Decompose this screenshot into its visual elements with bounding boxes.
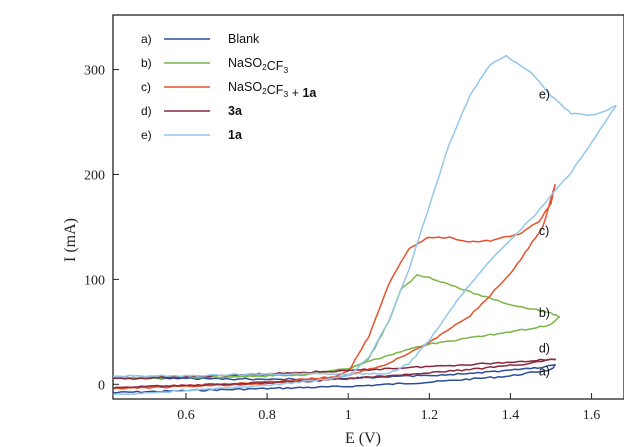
- y-tick-label: 0: [98, 378, 105, 393]
- y-axis: 0 100 200 300: [84, 64, 119, 393]
- curve-label: e): [539, 88, 550, 102]
- y-axis-title: I (mA): [62, 218, 79, 262]
- legend-key: e): [141, 128, 152, 142]
- curve-label: b): [539, 306, 550, 320]
- legend-key: d): [141, 104, 152, 118]
- curve-labels: e) c) b) d) a): [539, 88, 550, 379]
- curve-label: d): [539, 342, 550, 356]
- legend-label: NaSO2CF3 + 1a: [228, 80, 317, 100]
- x-tick-label: 1: [345, 408, 352, 423]
- series-b-curve: [112, 274, 560, 380]
- legend-key: b): [141, 56, 152, 70]
- plot-frame: [112, 14, 624, 400]
- x-tick-label: 1.4: [502, 408, 520, 423]
- y-tick-label: 200: [84, 168, 105, 183]
- legend-label: NaSO2CF3: [228, 56, 288, 75]
- series-a-curve: [112, 363, 556, 394]
- curve-label: c): [539, 224, 549, 238]
- series-e-curve: [112, 54, 617, 396]
- curves-layer: [112, 54, 617, 396]
- x-tick-label: 1.6: [583, 408, 601, 423]
- legend-label: 3a: [228, 104, 243, 118]
- x-axis-title: E (V): [345, 430, 381, 447]
- legend-key: a): [141, 32, 152, 46]
- legend-key: c): [141, 80, 151, 94]
- y-tick-label: 100: [84, 273, 105, 288]
- x-axis: 0.6 0.8 1 1.2 1.4 1.6: [177, 393, 600, 423]
- legend-label: Blank: [228, 32, 260, 46]
- series-c-curve: [112, 183, 556, 390]
- x-tick-label: 0.8: [258, 408, 276, 423]
- legend: a) Blank b) NaSO2CF3 c) NaSO2CF3 + 1a d) 3a e) 1a: [141, 32, 317, 142]
- x-tick-label: 0.6: [177, 408, 195, 423]
- legend-label: 1a: [228, 128, 243, 142]
- y-tick-label: 300: [84, 64, 105, 79]
- x-tick-label: 1.2: [421, 408, 439, 423]
- curve-label: a): [539, 365, 550, 379]
